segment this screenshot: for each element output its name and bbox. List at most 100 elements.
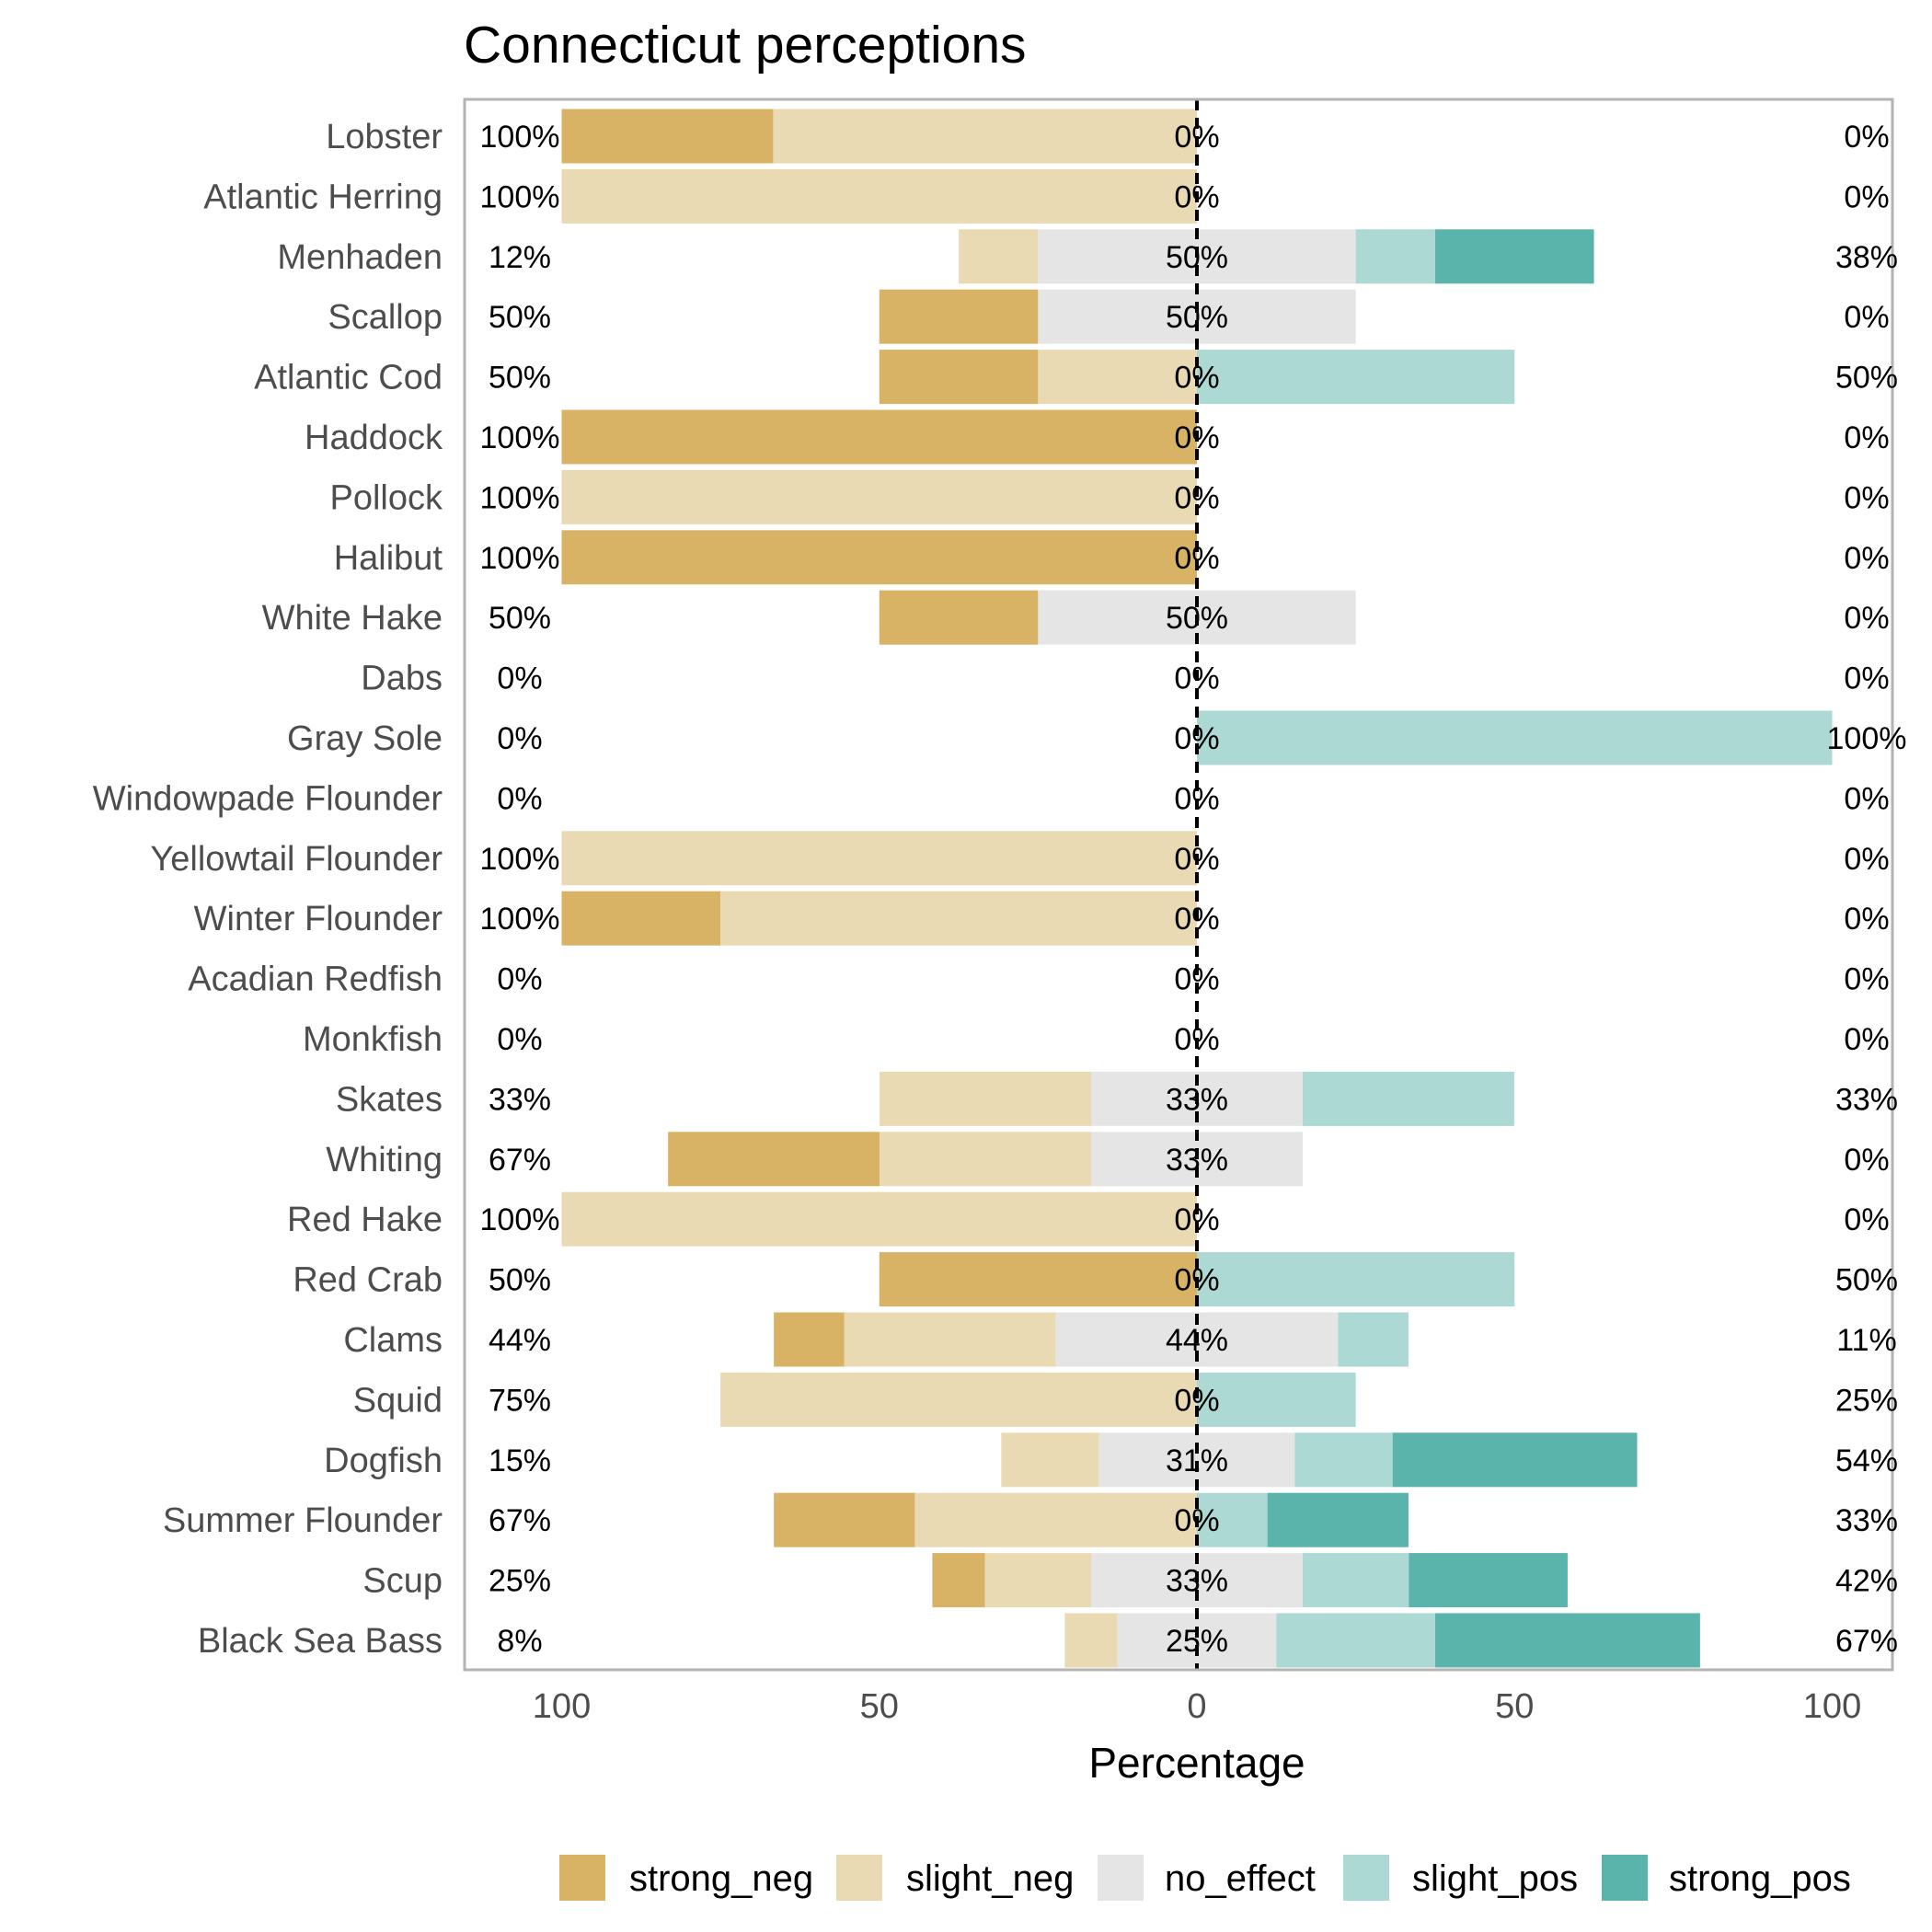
- right-percent-label: 0%: [1844, 1202, 1889, 1237]
- right-percent-label: 0%: [1844, 120, 1889, 155]
- bar-red-crab-strong-neg: [879, 1252, 1197, 1307]
- bar-red-crab-slight-pos: [1197, 1252, 1515, 1307]
- right-percent-label: 0%: [1844, 420, 1889, 455]
- x-tick-label: 100: [533, 1687, 591, 1726]
- center-percent-label: 50%: [1166, 601, 1228, 636]
- category-label: Monkfish: [303, 1020, 443, 1059]
- left-percent-label: 44%: [489, 1323, 551, 1358]
- bar-menhaden-slight-neg: [959, 229, 1039, 284]
- left-percent-label: 75%: [489, 1383, 551, 1418]
- category-label: Dogfish: [324, 1442, 443, 1480]
- left-percent-label: 100%: [480, 480, 560, 515]
- left-percent-label: 67%: [489, 1143, 551, 1178]
- category-label: Scup: [362, 1562, 443, 1601]
- x-tick-label: 50: [860, 1687, 899, 1726]
- right-percent-label: 50%: [1835, 361, 1898, 396]
- bar-dogfish-slight-neg: [1001, 1432, 1099, 1488]
- center-percent-label: 31%: [1166, 1443, 1228, 1478]
- bars-layer: [561, 109, 1833, 1668]
- bar-lobster-strong-neg: [561, 109, 774, 164]
- left-percent-label: 100%: [480, 541, 560, 576]
- bar-atlantic-cod-slight-neg: [1038, 350, 1197, 405]
- right-percent-label: 0%: [1844, 179, 1889, 214]
- legend-key-strong-pos: [1602, 1855, 1648, 1901]
- right-percent-label: 38%: [1835, 240, 1898, 275]
- right-percent-label: 25%: [1835, 1383, 1898, 1418]
- right-percent-label: 0%: [1844, 1022, 1889, 1057]
- left-percent-label: 8%: [497, 1624, 542, 1659]
- bar-white-hake-strong-neg: [879, 590, 1039, 645]
- bar-halibut-strong-neg: [561, 530, 1197, 585]
- bar-clams-slight-neg: [844, 1312, 1056, 1367]
- category-label: Menhaden: [277, 238, 443, 277]
- center-percent-label: 0%: [1174, 962, 1219, 997]
- left-percent-label: 67%: [489, 1503, 551, 1538]
- bar-yellowtail-flounder-slight-neg: [561, 831, 1197, 886]
- bar-pollock-slight-neg: [561, 469, 1197, 524]
- bar-scup-strong-pos: [1409, 1553, 1568, 1608]
- center-percent-label: 0%: [1174, 420, 1219, 455]
- bar-whiting-strong-neg: [668, 1132, 880, 1187]
- center-percent-label: 0%: [1174, 1022, 1219, 1057]
- left-percent-label: 50%: [489, 361, 551, 396]
- category-label: Halibut: [334, 539, 443, 578]
- x-tick-label: 100: [1803, 1687, 1861, 1726]
- bar-black-sea-bass-slight-pos: [1276, 1613, 1435, 1668]
- center-percent-label: 0%: [1174, 361, 1219, 396]
- right-percent-label: 33%: [1835, 1503, 1898, 1538]
- left-percent-label: 12%: [489, 240, 551, 275]
- category-label: Red Crab: [293, 1261, 443, 1300]
- left-percent-label: 0%: [497, 661, 542, 696]
- bar-winter-flounder-slight-neg: [720, 891, 1197, 946]
- legend-key-strong-neg: [559, 1855, 605, 1901]
- left-percent-label: 100%: [480, 120, 560, 155]
- left-percent-label: 100%: [480, 420, 560, 455]
- bar-scup-slight-neg: [984, 1553, 1092, 1608]
- left-percent-label: 100%: [480, 842, 560, 877]
- legend-key-no-effect: [1098, 1855, 1144, 1901]
- x-axis-title: Percentage: [1088, 1739, 1305, 1787]
- bar-gray-sole-slight-pos: [1197, 710, 1833, 765]
- legend: strong_neg slight_neg no_effect slight_pos s…: [559, 1855, 1851, 1901]
- bar-haddock-strong-neg: [561, 409, 1197, 465]
- bar-atlantic-cod-slight-pos: [1197, 350, 1515, 405]
- x-tick-label: 0: [1187, 1687, 1206, 1726]
- left-percent-label: 50%: [489, 601, 551, 636]
- legend-label: slight_pos: [1412, 1858, 1578, 1899]
- right-percent-label: 0%: [1844, 902, 1889, 937]
- left-percent-label: 33%: [489, 1082, 551, 1117]
- legend-label: strong_pos: [1669, 1858, 1851, 1899]
- bar-scup-slight-pos: [1302, 1553, 1409, 1608]
- center-percent-label: 0%: [1174, 541, 1219, 576]
- category-label: Winter Flounder: [194, 900, 443, 938]
- center-percent-label: 50%: [1166, 240, 1228, 275]
- right-percent-label: 54%: [1835, 1443, 1898, 1478]
- percent-labels: 100% 0% 0% 100% 0% 0% 12% 50% 38% 50% 50% 0% 50% 0% 50…: [480, 120, 1907, 1659]
- category-label: Acadian Redfish: [188, 960, 443, 999]
- bar-red-hake-slight-neg: [561, 1191, 1197, 1247]
- bar-menhaden-strong-pos: [1434, 229, 1594, 284]
- left-percent-label: 0%: [497, 721, 542, 756]
- right-percent-label: 0%: [1844, 842, 1889, 877]
- bar-skates-slight-neg: [880, 1071, 1092, 1126]
- bar-squid-slight-pos: [1197, 1372, 1356, 1427]
- bar-black-sea-bass-slight-neg: [1064, 1613, 1118, 1668]
- center-percent-label: 25%: [1166, 1624, 1228, 1659]
- right-percent-label: 0%: [1844, 1143, 1889, 1178]
- left-percent-label: 25%: [489, 1564, 551, 1599]
- bar-scup-strong-neg: [932, 1553, 985, 1608]
- category-label: White Hake: [262, 599, 443, 638]
- category-label: Red Hake: [287, 1201, 443, 1239]
- legend-key-slight-pos: [1343, 1855, 1389, 1901]
- left-percent-label: 100%: [480, 179, 560, 214]
- right-percent-label: 67%: [1835, 1624, 1898, 1659]
- bar-atlantic-herring-slight-neg: [561, 168, 1197, 224]
- left-percent-label: 0%: [497, 962, 542, 997]
- bar-dogfish-strong-pos: [1392, 1432, 1638, 1488]
- bar-squid-slight-neg: [720, 1372, 1197, 1427]
- right-percent-label: 0%: [1844, 962, 1889, 997]
- right-percent-label: 42%: [1835, 1564, 1898, 1599]
- bar-lobster-slight-neg: [773, 109, 1197, 164]
- left-percent-label: 50%: [489, 1263, 551, 1298]
